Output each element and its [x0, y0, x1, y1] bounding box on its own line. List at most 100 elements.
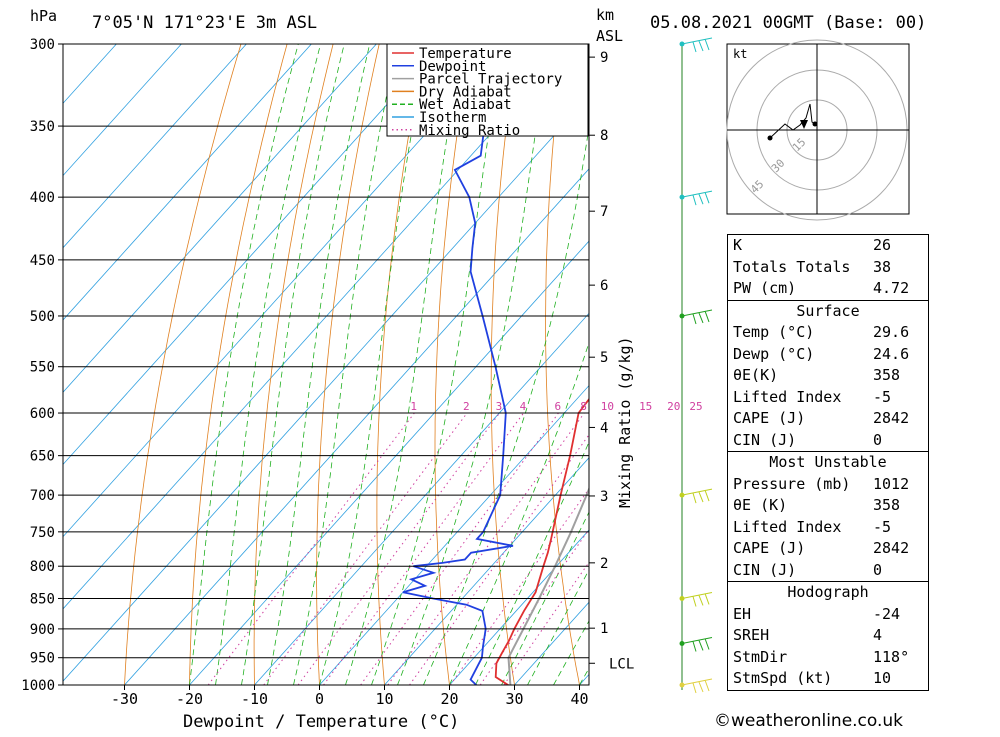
- pressure-tick-label: 500: [30, 309, 55, 325]
- index-label: Lifted Index: [733, 517, 841, 539]
- wind-barb-icon: [682, 679, 712, 693]
- pressure-tick-label: 350: [30, 119, 55, 135]
- surface-li-row: Lifted Index -5: [728, 387, 928, 409]
- temperature-tick-label: 20: [440, 690, 458, 708]
- index-label: θE(K): [733, 365, 778, 387]
- pressure-tick-label: 550: [30, 360, 55, 376]
- pressure-tick-label: 850: [30, 591, 55, 607]
- index-value: 358: [873, 365, 900, 387]
- isotherm-line: [0, 44, 376, 685]
- mixing-ratio-line: [298, 413, 500, 685]
- index-label: Totals Totals: [733, 257, 850, 279]
- pressure-tick-label: 450: [30, 253, 55, 269]
- credit-link[interactable]: ©weatheronline.co.uk: [714, 711, 903, 731]
- pressure-tick-label: 400: [30, 190, 55, 206]
- index-label: StmSpd (kt): [733, 668, 832, 690]
- index-value: 2842: [873, 408, 909, 430]
- isotherm-line: [60, 44, 637, 685]
- wind-barb-icon: [682, 637, 712, 651]
- index-value: 10: [873, 668, 891, 690]
- index-value: 38: [873, 257, 891, 279]
- index-value: 2842: [873, 538, 909, 560]
- pressure-tick-label: 800: [30, 559, 55, 575]
- legend-label: Mixing Ratio: [419, 123, 520, 139]
- plot-frame: [63, 44, 589, 685]
- altitude-tick-label: 3: [600, 489, 608, 505]
- temperature-tick-label: 40: [570, 690, 588, 708]
- km-label: km: [596, 6, 614, 24]
- altitude-tick-label: 2: [600, 556, 608, 572]
- temperature-tick-label: 10: [375, 690, 393, 708]
- wind-barb-icon: [682, 191, 712, 205]
- temperature-tick-label: 0: [315, 690, 324, 708]
- mixing-ratio-line: [208, 413, 414, 685]
- mixing-ratio-label: 4: [520, 400, 527, 413]
- mixing-ratio-label: 1: [410, 400, 417, 413]
- mu-cape-row: CAPE (J) 2842: [728, 538, 928, 560]
- wind-barb-icon: [682, 310, 712, 324]
- index-label: K: [733, 235, 742, 257]
- station-title: 7°05'N 171°23'E 3m ASL: [92, 13, 317, 33]
- mixing-ratio-line: [361, 413, 559, 685]
- altitude-tick-label: 7: [600, 204, 608, 220]
- index-label: PW (cm): [733, 278, 796, 300]
- index-value: 29.6: [873, 322, 909, 344]
- lcl-label: LCL: [609, 656, 634, 672]
- temperature-tick-label: -30: [111, 690, 138, 708]
- datetime-label: 05.08.2021 00GMT (Base: 00): [650, 13, 926, 33]
- pressure-tick-label: 700: [30, 488, 55, 504]
- mixing-ratio-axis-label: Mixing Ratio (g/kg): [616, 336, 634, 508]
- mixing-ratio-line: [504, 413, 694, 685]
- index-value: 358: [873, 495, 900, 517]
- altitude-tick-label: 8: [600, 128, 608, 144]
- mixing-ratio-line: [264, 413, 467, 685]
- hodograph-unit-label: kt: [733, 47, 747, 61]
- x-axis-label: Dewpoint / Temperature (°C): [183, 712, 459, 732]
- index-value: -5: [873, 387, 891, 409]
- dry-adiabat-line: [649, 44, 709, 685]
- wind-barb-icon: [682, 38, 712, 52]
- index-label: θE (K): [733, 495, 787, 517]
- mixing-ratio-label: 20: [667, 400, 680, 413]
- pressure-tick-label: 600: [30, 406, 55, 422]
- index-tt-row: Totals Totals 38: [728, 257, 928, 279]
- hodograph-header: Hodograph: [728, 581, 928, 604]
- index-label: CAPE (J): [733, 408, 805, 430]
- pressure-tick-label: 650: [30, 449, 55, 465]
- index-label: CAPE (J): [733, 538, 805, 560]
- pressure-tick-label: 950: [30, 651, 55, 667]
- wind-barb-column: [680, 38, 713, 693]
- mixing-ratio-label: 10: [601, 400, 614, 413]
- surface-theta-row: θE(K) 358: [728, 365, 928, 387]
- index-value: 4.72: [873, 278, 909, 300]
- wet-adiabat-line: [190, 44, 299, 685]
- surface-dewp-row: Dewp (°C)24.6: [728, 344, 928, 366]
- series-temperature-line: [496, 44, 630, 687]
- altitude-tick-label: 4: [600, 420, 608, 436]
- pressure-tick-label: 750: [30, 525, 55, 541]
- dry-adiabat-line: [978, 44, 1000, 685]
- mixing-ratio-label: 15: [639, 400, 652, 413]
- index-label: EH: [733, 604, 751, 626]
- wet-adiabat-line: [242, 44, 345, 685]
- altitude-tick-label: 1: [600, 621, 608, 637]
- stmspd-row: StmSpd (kt) 10: [728, 668, 928, 690]
- temperature-tick-label: 30: [505, 690, 523, 708]
- index-label: Lifted Index: [733, 387, 841, 409]
- mixing-ratio-label: 6: [555, 400, 562, 413]
- isotherm-line: [0, 44, 116, 685]
- mixing-ratio-label: 25: [689, 400, 702, 413]
- mixing-ratio-label: 8: [580, 400, 587, 413]
- wet-adiabat-line: [424, 44, 602, 685]
- mixing-ratio-line: [450, 413, 643, 685]
- isotherm-line: [0, 44, 441, 685]
- dry-adiabat-line: [125, 44, 242, 685]
- index-value: 24.6: [873, 344, 909, 366]
- most-unstable-header: Most Unstable: [728, 451, 928, 474]
- surface-header: Surface: [728, 300, 928, 323]
